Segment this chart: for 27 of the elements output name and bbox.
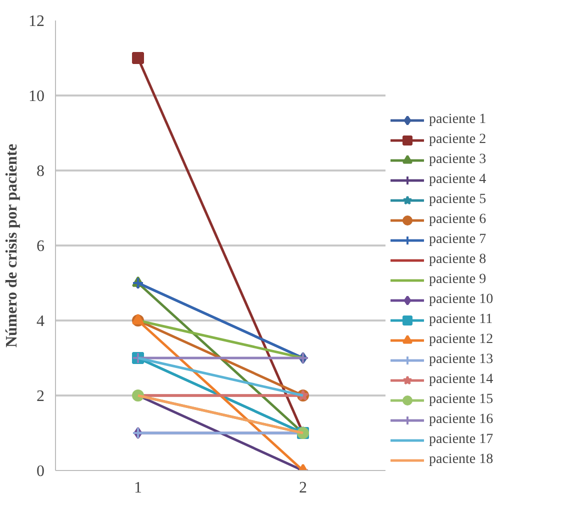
legend-label: paciente 14 <box>429 371 494 389</box>
legend-label: paciente 7 <box>429 231 486 249</box>
y-tick-label: 6 <box>36 238 44 255</box>
y-tick-label: 0 <box>36 463 44 480</box>
y-tick-label: 4 <box>36 313 44 330</box>
y-tick-label: 8 <box>36 163 44 180</box>
legend-label: paciente 16 <box>429 411 494 429</box>
y-axis-title: Número de crisis por paciente <box>4 144 20 348</box>
legend-label: paciente 6 <box>429 211 486 229</box>
legend-label: paciente 11 <box>429 311 493 329</box>
legend-label: paciente 18 <box>429 451 494 469</box>
legend-label: paciente 13 <box>429 351 494 369</box>
x-tick-label: 1 <box>134 480 142 496</box>
legend-label: paciente 15 <box>429 391 494 409</box>
legend-label: paciente 3 <box>429 151 486 169</box>
y-tick-label: 10 <box>28 88 44 105</box>
legend-label: paciente 4 <box>429 171 486 189</box>
legend-label: paciente 2 <box>429 131 486 149</box>
y-tick-label: 2 <box>36 388 44 405</box>
legend-label: paciente 10 <box>429 291 494 309</box>
legend-label: paciente 12 <box>429 331 494 349</box>
legend-label: paciente 9 <box>429 271 486 289</box>
y-tick-label: 12 <box>28 13 44 30</box>
legend-label: paciente 8 <box>429 251 486 269</box>
legend-label: paciente 5 <box>429 191 486 209</box>
legend-label: paciente 17 <box>429 431 494 449</box>
legend-label: paciente 1 <box>429 111 486 129</box>
